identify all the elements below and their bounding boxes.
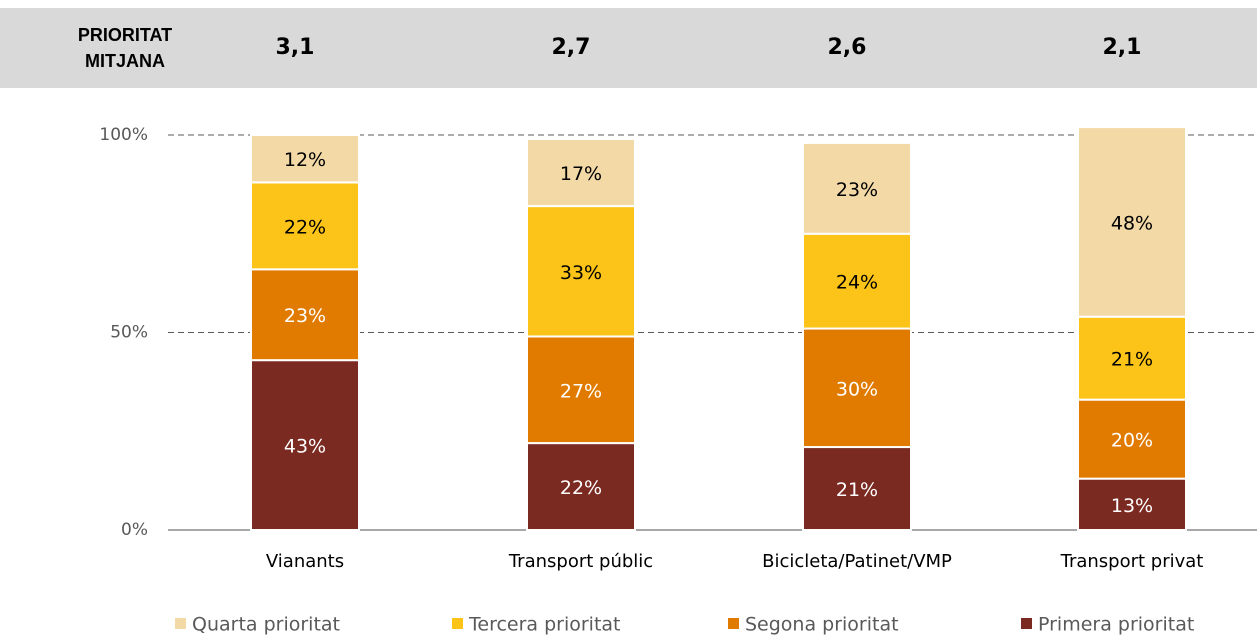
x-tick-label: Bicicleta/Patinet/VMP [762,551,952,572]
data-label: 48% [1111,212,1153,234]
header-band: PRIORITAT MITJANA 3,1 2,7 2,6 2,1 [0,8,1257,88]
header-value: 2,1 [1102,35,1142,60]
legend-label: Quarta prioritat [192,614,340,636]
y-tick-label: 0% [121,520,148,540]
bar-segment [802,141,912,235]
data-label: 33% [560,262,602,284]
data-label: 17% [560,163,602,185]
data-label: 12% [284,149,326,171]
bar-segment [802,327,912,449]
data-label: 21% [836,479,878,501]
data-label: 13% [1111,495,1153,517]
data-label: 22% [284,216,326,238]
legend-label: Tercera prioritat [468,614,621,636]
bar-segment [250,134,360,184]
bar-segment [802,232,912,330]
y-tick-label: 100% [99,125,148,145]
legend-label: Primera prioritat [1038,614,1194,636]
x-tick-label: Transport públic [508,551,653,572]
bar-segment [802,446,912,531]
data-label: 23% [836,179,878,201]
header-value: 3,1 [275,35,315,60]
bar-segment [526,137,636,208]
data-label: 30% [836,378,878,400]
y-tick-label: 50% [110,323,148,343]
header-label: PRIORITAT MITJANA [77,25,173,71]
data-label: 43% [284,436,326,458]
header-value: 2,6 [827,35,867,60]
bar-segment [526,335,636,445]
data-label: 27% [560,380,602,402]
legend-label: Segona prioritat [745,614,899,636]
bar-segment [1077,477,1187,531]
bar-segment [250,181,360,271]
bar-segment [526,442,636,532]
x-tick-label: Transport privat [1060,551,1204,572]
data-label: 20% [1111,430,1153,452]
legend-swatch [1021,618,1032,629]
legend-swatch [728,618,739,629]
data-label: 21% [1111,349,1153,371]
data-label: 24% [836,272,878,294]
bar-segment [1077,126,1187,318]
data-label: 23% [284,305,326,327]
x-tick-label: Vianants [266,551,344,572]
data-label: 22% [560,477,602,499]
header-value: 2,7 [551,35,591,60]
bar-segment [1077,398,1187,480]
legend-swatch [452,618,463,629]
legend-swatch [175,618,186,629]
bar-segment [1077,315,1187,401]
